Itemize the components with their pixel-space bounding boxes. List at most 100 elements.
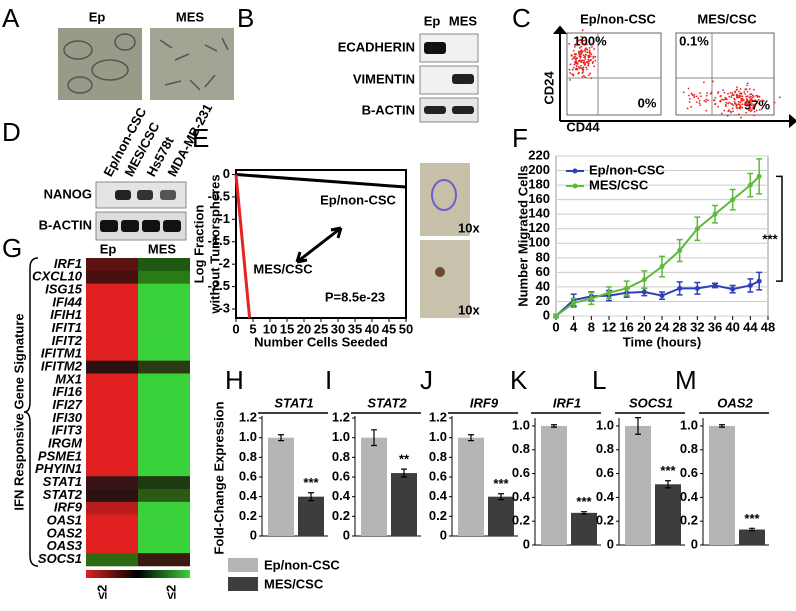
gene-label: ISG15: [45, 282, 83, 297]
y-tick-label: 0.4: [332, 488, 351, 503]
cell-dot: [738, 90, 740, 93]
cell-dot: [744, 103, 746, 105]
cell-dot: [736, 107, 739, 109]
panel-label: K: [510, 365, 528, 395]
heatmap-cell: [138, 309, 190, 323]
cell-dot: [579, 60, 582, 63]
axis-label: CD44: [566, 119, 600, 134]
cell-dot: [572, 74, 575, 77]
bar: [298, 496, 324, 536]
series-line: [235, 172, 407, 189]
legend-label: MES/CSC: [589, 177, 649, 192]
brace: [23, 257, 39, 567]
cell-dot: [737, 113, 740, 116]
panel-label: I: [325, 365, 332, 395]
y-tick-label: 220: [528, 147, 550, 162]
cell-dot: [750, 101, 752, 104]
cell-dot: [705, 109, 708, 112]
x-tick-label: 50: [399, 321, 413, 336]
cell-dot: [723, 91, 726, 94]
cell-dot: [758, 95, 761, 98]
cell-dot: [761, 99, 764, 102]
cell-dot: [698, 102, 701, 105]
cell-dot: [583, 49, 586, 52]
y-tick-label: 0.8: [239, 449, 257, 464]
significance: ***: [576, 494, 592, 509]
quadrant-label: 0.1%: [679, 33, 709, 48]
cell-dot: [585, 54, 587, 56]
cell-dot: [712, 99, 715, 102]
y-tick-label: 0.6: [596, 465, 614, 480]
cell-dot: [582, 70, 584, 72]
x-tick-label: 8: [588, 319, 595, 334]
x-tick-label: 24: [655, 319, 670, 334]
blot: [95, 181, 187, 241]
cell-dot: [739, 101, 742, 104]
row-label: ECADHERIN: [338, 39, 415, 54]
error-bar: [719, 424, 725, 428]
column-label: MES: [449, 13, 478, 28]
image-label: 10x: [458, 302, 480, 317]
cell-dot: [579, 56, 582, 59]
point: [553, 313, 559, 319]
cell-dot: [580, 45, 583, 48]
cell-dot: [733, 97, 735, 100]
gene-label: IRGM: [48, 436, 83, 451]
cell-dot: [693, 93, 696, 96]
column-label: Ep: [424, 13, 441, 28]
gene-label: SOCS1: [38, 551, 82, 566]
chart-title: OAS2: [717, 395, 753, 410]
y-tick-label: 200: [528, 162, 550, 177]
error-bar: [278, 434, 284, 442]
legend-swatch: [572, 183, 578, 189]
column-label: Ep: [100, 241, 117, 256]
legend-swatch: [228, 558, 258, 572]
chart-title: STAT1: [274, 395, 313, 410]
cell-dot: [745, 111, 747, 114]
series-label: Ep/non-CSC: [320, 192, 396, 207]
image-label: 10x: [458, 220, 480, 235]
cell-dot: [746, 90, 749, 93]
x-tick-label: 40: [725, 319, 739, 334]
chart-title: IRF9: [470, 395, 499, 410]
cell-dot: [584, 39, 587, 42]
series-label: MES/CSC: [253, 261, 313, 276]
cell-dot: [700, 95, 702, 98]
cell-dot: [585, 66, 588, 69]
gene-label: STAT1: [43, 474, 82, 489]
cell-dot: [584, 51, 587, 53]
panel-label: H: [225, 365, 244, 395]
cell-dot: [709, 92, 712, 95]
y-tick-label: 0.6: [332, 468, 350, 483]
heatmap-cell: [138, 450, 190, 464]
chart-title: STAT2: [367, 395, 407, 410]
cell-dot: [573, 63, 576, 66]
sphere: [431, 179, 457, 211]
cell-dot: [583, 59, 586, 62]
cell-dot: [583, 74, 585, 77]
cell-dot: [589, 72, 592, 75]
cell-dot: [740, 97, 742, 100]
point: [659, 264, 665, 270]
cell-dot: [585, 68, 588, 71]
heatmap-cell: [86, 258, 138, 272]
gene-label: IFI30: [52, 410, 82, 425]
cell-dot: [745, 100, 748, 103]
point: [712, 211, 718, 217]
row-label: B-ACTIN: [39, 217, 92, 232]
legend-swatch: [228, 577, 258, 591]
x-tick-label: 44: [743, 319, 758, 334]
significance: ***: [762, 231, 778, 246]
heatmap-cell: [86, 270, 138, 284]
cell-dot: [580, 64, 582, 67]
y-tick-label: -1: [218, 211, 230, 226]
significance: **: [399, 452, 410, 467]
quadrant-label: 0%: [638, 95, 657, 110]
error-bar: [468, 434, 474, 442]
significance: ***: [303, 475, 319, 490]
cell-dot: [727, 102, 729, 105]
heatmap-cell: [86, 347, 138, 361]
cell-dot: [577, 72, 580, 75]
heatmap-cell: [86, 553, 138, 567]
micrograph: [150, 28, 234, 100]
